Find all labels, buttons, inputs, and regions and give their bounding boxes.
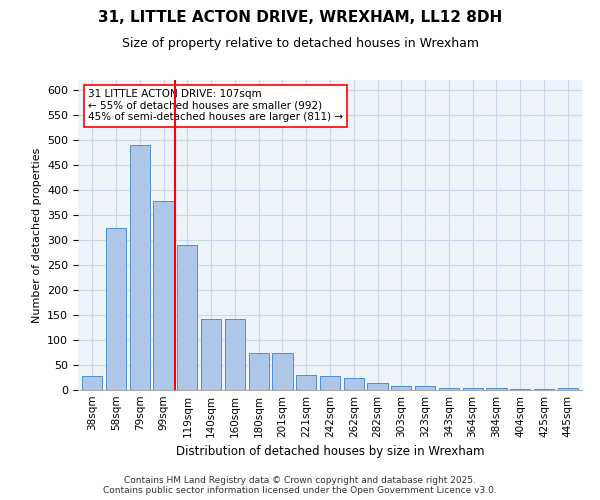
Bar — [367, 383, 388, 390]
Bar — [320, 376, 340, 390]
Text: 31 LITTLE ACTON DRIVE: 107sqm
← 55% of detached houses are smaller (992)
45% of : 31 LITTLE ACTON DRIVE: 107sqm ← 55% of d… — [88, 90, 343, 122]
Bar — [296, 375, 316, 390]
Bar — [248, 352, 269, 390]
Bar — [439, 388, 459, 390]
Bar — [534, 389, 554, 390]
Bar — [344, 378, 364, 390]
Text: 31, LITTLE ACTON DRIVE, WREXHAM, LL12 8DH: 31, LITTLE ACTON DRIVE, WREXHAM, LL12 8D… — [98, 10, 502, 25]
X-axis label: Distribution of detached houses by size in Wrexham: Distribution of detached houses by size … — [176, 446, 484, 458]
Bar — [154, 201, 173, 390]
Bar — [557, 388, 578, 390]
Bar — [487, 388, 506, 390]
Bar — [106, 228, 126, 390]
Bar — [177, 245, 197, 390]
Bar — [463, 388, 483, 390]
Bar — [225, 319, 245, 390]
Text: Contains HM Land Registry data © Crown copyright and database right 2025.
Contai: Contains HM Land Registry data © Crown c… — [103, 476, 497, 495]
Bar — [272, 352, 293, 390]
Bar — [201, 319, 221, 390]
Y-axis label: Number of detached properties: Number of detached properties — [32, 148, 41, 322]
Bar — [82, 376, 103, 390]
Bar — [415, 386, 435, 390]
Bar — [510, 389, 530, 390]
Bar — [130, 145, 150, 390]
Text: Size of property relative to detached houses in Wrexham: Size of property relative to detached ho… — [121, 38, 479, 51]
Bar — [391, 386, 412, 390]
